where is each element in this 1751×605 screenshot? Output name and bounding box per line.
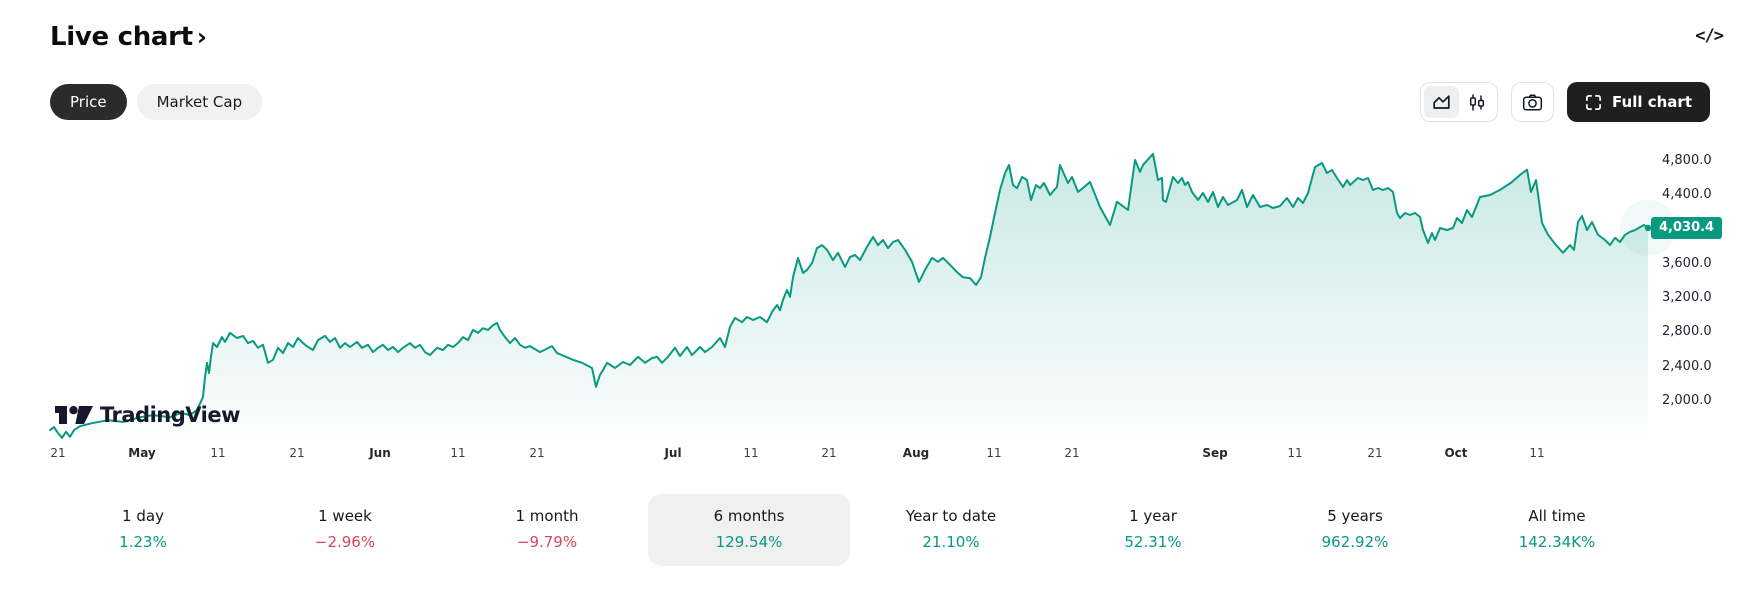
range-stat-value: 142.34K% bbox=[1518, 533, 1596, 551]
range-stat-label: All time bbox=[1528, 507, 1586, 525]
range-stat-1-month[interactable]: 1 month −9.79% bbox=[446, 494, 648, 566]
price-axis-label: 4,800.0 bbox=[1662, 153, 1712, 169]
range-stat-label: 1 month bbox=[515, 507, 579, 525]
price-axis[interactable]: 4,800.0 4,400.0 3,600.0 3,200.0 2,800.0 2,400… bbox=[1650, 130, 1751, 440]
price-tab[interactable]: Price bbox=[50, 84, 127, 120]
time-axis-day-label: 11 bbox=[450, 446, 466, 460]
time-axis-day-label: 21 bbox=[289, 446, 305, 460]
range-stat-1-year[interactable]: 1 year 52.31% bbox=[1052, 494, 1254, 566]
range-stats-row: 1 day 1.23% 1 week −2.96% 1 month −9.79% 6 mon… bbox=[42, 494, 1658, 566]
time-axis-day-label: 21 bbox=[50, 446, 66, 460]
range-stat-value: 21.10% bbox=[922, 533, 980, 551]
area-chart-icon bbox=[1433, 95, 1450, 109]
market-cap-tab[interactable]: Market Cap bbox=[136, 84, 263, 120]
price-axis-label: 4,400.0 bbox=[1662, 187, 1712, 203]
price-axis-label: 2,800.0 bbox=[1662, 324, 1712, 340]
last-price-badge: 4,030.4 bbox=[1651, 216, 1723, 239]
price-marketcap-toggle: Price Market Cap bbox=[50, 84, 263, 120]
price-area-chart[interactable] bbox=[49, 130, 1676, 440]
price-axis-label: 3,200.0 bbox=[1662, 290, 1712, 306]
time-axis-day-label: 21 bbox=[529, 446, 545, 460]
chart-container: TradingView 4,800.0 4,400.0 3,600.0 3,200.0… bbox=[49, 130, 1723, 460]
price-line bbox=[49, 152, 1649, 439]
range-stat-6-months[interactable]: 6 months 129.54% bbox=[648, 494, 850, 566]
candlestick-icon bbox=[1469, 94, 1484, 110]
time-axis-day-label: 21 bbox=[1064, 446, 1080, 460]
range-stat-value: 962.92% bbox=[1321, 533, 1389, 551]
range-stat-value: 52.31% bbox=[1124, 533, 1182, 551]
chevron-right-icon: › bbox=[196, 23, 207, 51]
time-axis-month-label: Sep bbox=[1202, 446, 1228, 460]
chart-controls: Full chart bbox=[1420, 82, 1710, 122]
price-axis-label: 3,600.0 bbox=[1662, 255, 1712, 271]
area-fill bbox=[50, 153, 1648, 440]
range-stat-value: 129.54% bbox=[715, 533, 783, 551]
time-axis-month-label: Oct bbox=[1444, 446, 1468, 460]
price-axis-label: 2,000.0 bbox=[1662, 392, 1712, 408]
time-axis-day-label: 11 bbox=[210, 446, 226, 460]
range-stat-value: −2.96% bbox=[314, 533, 376, 551]
candlestick-chart-type-button[interactable] bbox=[1459, 86, 1494, 118]
page-title[interactable]: Live chart › bbox=[50, 22, 207, 52]
range-stat-label: 1 week bbox=[318, 507, 372, 525]
camera-icon bbox=[1522, 93, 1543, 111]
range-stat-year-to-date[interactable]: Year to date 21.10% bbox=[850, 494, 1052, 566]
range-stat-label: 5 years bbox=[1327, 507, 1383, 525]
chart-type-toggle bbox=[1420, 82, 1499, 122]
time-axis-month-label: Jun bbox=[369, 446, 391, 460]
price-axis-label: 2,400.0 bbox=[1662, 358, 1712, 374]
time-axis-day-label: 11 bbox=[986, 446, 1002, 460]
range-stat-1-day[interactable]: 1 day 1.23% bbox=[42, 494, 244, 566]
full-chart-button[interactable]: Full chart bbox=[1567, 82, 1710, 122]
embed-code-icon[interactable]: </> bbox=[1695, 26, 1724, 46]
last-point-dot bbox=[1644, 224, 1652, 232]
time-axis-day-label: 21 bbox=[1367, 446, 1383, 460]
range-stat-5-years[interactable]: 5 years 962.92% bbox=[1254, 494, 1456, 566]
range-stat-label: 1 year bbox=[1129, 507, 1177, 525]
time-axis-month-label: Aug bbox=[902, 446, 930, 460]
page-title-text: Live chart bbox=[50, 22, 193, 52]
fullscreen-icon bbox=[1586, 94, 1602, 110]
tradingview-mark-icon bbox=[55, 406, 93, 424]
tradingview-logo[interactable]: TradingView bbox=[54, 403, 240, 427]
time-axis-day-label: 11 bbox=[1287, 446, 1303, 460]
range-stat-value: 1.23% bbox=[119, 533, 167, 551]
range-stat-value: −9.79% bbox=[516, 533, 578, 551]
full-chart-label: Full chart bbox=[1612, 93, 1692, 111]
time-axis-month-label: May bbox=[128, 446, 156, 460]
tradingview-wordmark: TradingView bbox=[100, 403, 240, 427]
range-stat-1-week[interactable]: 1 week −2.96% bbox=[244, 494, 446, 566]
time-axis[interactable]: 21 May 11 21 Jun 11 21 Jul 11 21 Aug 11 21 Sep 11 21 Oct… bbox=[50, 446, 1650, 464]
time-axis-day-label: 11 bbox=[1529, 446, 1545, 460]
range-stat-label: 1 day bbox=[122, 507, 164, 525]
snapshot-camera-button[interactable] bbox=[1511, 82, 1555, 122]
range-stat-all-time[interactable]: All time 142.34K% bbox=[1456, 494, 1658, 566]
range-stat-label: Year to date bbox=[905, 507, 997, 525]
time-axis-day-label: 21 bbox=[821, 446, 837, 460]
time-axis-month-label: Jul bbox=[664, 446, 682, 460]
area-chart-type-button[interactable] bbox=[1424, 86, 1460, 118]
time-axis-day-label: 11 bbox=[743, 446, 759, 460]
range-stat-label: 6 months bbox=[713, 507, 785, 525]
